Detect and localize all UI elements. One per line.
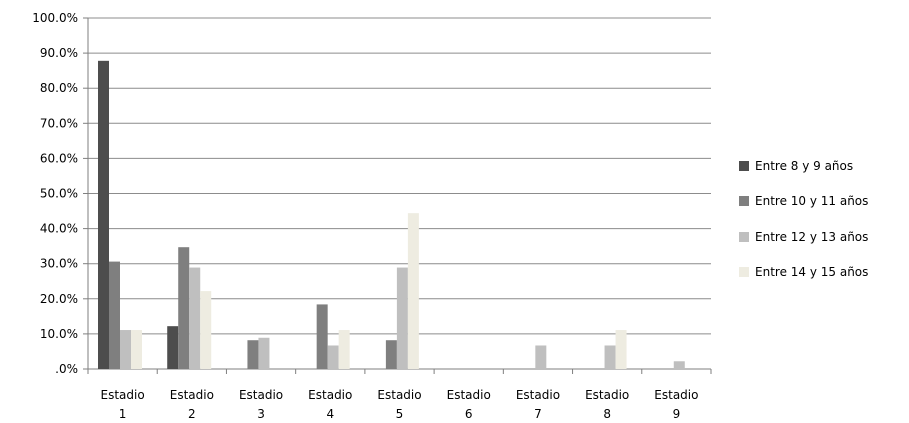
bar — [327, 345, 339, 369]
y-tick-label: 100.0% — [32, 11, 78, 25]
x-tick-label-line2: 3 — [257, 407, 265, 421]
legend-item: Entre 8 y 9 años — [739, 157, 868, 175]
bar — [258, 337, 270, 369]
x-tick-label: Estadio — [654, 388, 698, 402]
legend-item: Entre 10 y 11 años — [739, 192, 868, 210]
bar — [316, 304, 328, 369]
x-tick-label-line2: 9 — [673, 407, 681, 421]
bar — [131, 330, 142, 369]
legend-label: Entre 10 y 11 años — [755, 194, 869, 209]
x-tick-label: Estadio — [170, 388, 214, 402]
bar — [338, 330, 350, 369]
legend-swatch — [739, 196, 749, 207]
bar — [109, 261, 120, 369]
y-tick-label: 40.0% — [40, 222, 78, 236]
y-tick-label: 30.0% — [40, 257, 78, 271]
bar — [120, 330, 131, 369]
x-tick-label-line2: 1 — [119, 407, 127, 421]
legend-swatch — [739, 231, 749, 242]
x-tick-label: Estadio — [447, 388, 491, 402]
y-tick-label: 80.0% — [40, 81, 78, 95]
x-tick-label-line2: 7 — [534, 407, 542, 421]
y-tick-label: 50.0% — [40, 187, 78, 201]
y-tick-label: 90.0% — [40, 46, 78, 60]
bar — [167, 326, 179, 369]
bar — [98, 60, 109, 370]
legend-label: Entre 14 y 15 años — [755, 264, 869, 279]
x-tick-label-line2: 8 — [603, 407, 611, 421]
bar — [396, 267, 408, 369]
x-tick-label-line2: 2 — [188, 407, 196, 421]
x-tick-label: Estadio — [101, 388, 145, 402]
y-tick-label: 60.0% — [40, 151, 78, 165]
x-tick-label: Estadio — [377, 388, 421, 402]
x-tick-label: Estadio — [308, 388, 352, 402]
bar — [673, 361, 685, 369]
y-tick-label: 10.0% — [40, 327, 78, 341]
bar — [178, 247, 190, 369]
bar — [247, 340, 259, 369]
x-tick-label-line2: 6 — [465, 407, 473, 421]
legend-item: Entre 14 y 15 años — [739, 263, 868, 281]
y-tick-label: 70.0% — [40, 116, 78, 130]
legend-item: Entre 12 y 13 años — [739, 228, 868, 246]
y-tick-label: 20.0% — [40, 292, 78, 306]
legend-swatch — [739, 161, 749, 171]
bar — [385, 340, 397, 369]
bar — [535, 345, 547, 369]
x-tick-label: Estadio — [516, 388, 560, 402]
bar — [604, 345, 616, 369]
x-tick-label: Estadio — [585, 388, 629, 402]
bar — [615, 330, 627, 369]
x-tick-label-line2: 5 — [396, 407, 404, 421]
legend-label: Entre 12 y 13 años — [755, 229, 869, 244]
x-tick-label-line2: 4 — [326, 407, 334, 421]
bar — [189, 267, 201, 369]
x-tick-label: Estadio — [239, 388, 283, 402]
legend-swatch — [739, 266, 749, 277]
y-tick-label: .0% — [55, 362, 78, 376]
chart-legend: Entre 8 y 9 años Entre 10 y 11 años Entre … — [739, 157, 868, 298]
bar — [200, 291, 212, 369]
legend-label: Entre 8 y 9 años — [755, 159, 854, 173]
bar — [407, 213, 419, 369]
